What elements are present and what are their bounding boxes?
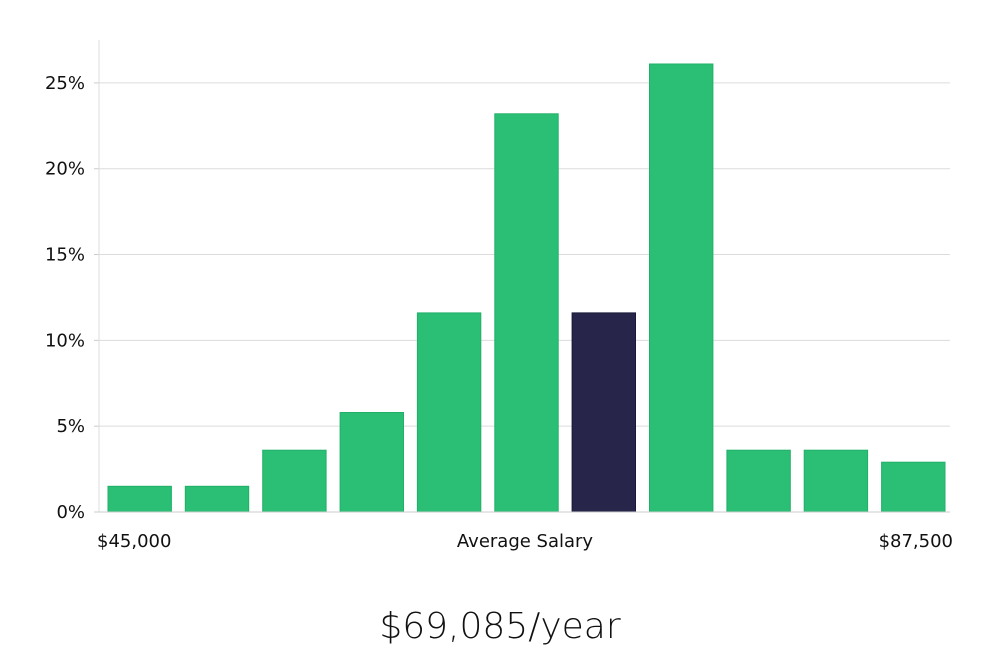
y-tick-label: 15%	[45, 245, 85, 266]
bar	[881, 461, 946, 513]
x-axis-title: Average Salary	[457, 531, 594, 552]
y-tick-label: 5%	[56, 416, 85, 437]
bar	[107, 485, 172, 513]
bar	[726, 449, 791, 513]
y-axis-ticks: 0% 5% 10% 15% 20% 25%	[45, 73, 99, 523]
y-tick-label: 20%	[45, 159, 85, 180]
bar	[494, 113, 559, 513]
average-salary-value: $69,085/year	[379, 606, 621, 647]
bar	[184, 485, 250, 513]
bars	[107, 63, 946, 513]
bar	[262, 449, 327, 513]
x-end-label: $87,500	[879, 531, 953, 552]
bar	[416, 312, 482, 513]
bar	[649, 63, 714, 513]
bar-highlighted	[571, 312, 636, 513]
salary-distribution-chart: 0%5%10%15%20%25% $45,000 Average Salary …	[45, 40, 953, 552]
y-tick-label: 10%	[45, 330, 85, 351]
bar	[339, 412, 405, 513]
bar	[803, 449, 869, 513]
y-tick-label: 0%	[56, 502, 85, 523]
y-tick-label: 25%	[45, 73, 85, 94]
x-start-label: $45,000	[97, 531, 171, 552]
